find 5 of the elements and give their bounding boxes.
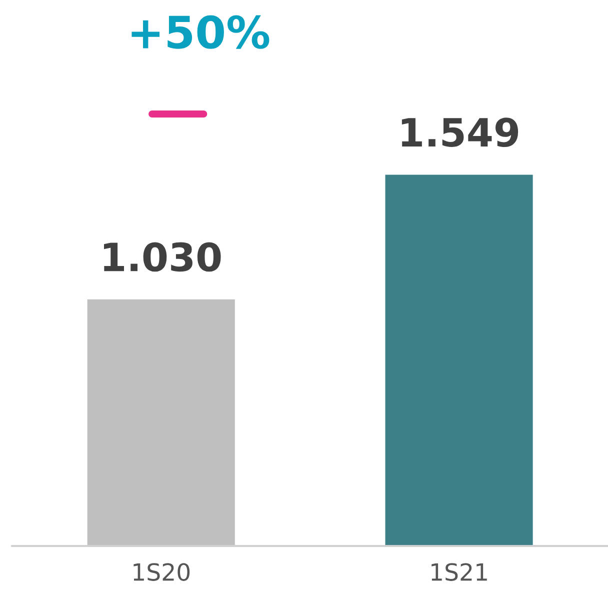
- data-label: 1.030: [104, 242, 221, 272]
- text: +50%: [132, 15, 270, 49]
- data-label: 1.549: [402, 118, 518, 148]
- x-tick-label: 1S20: [134, 563, 190, 581]
- x-tick-label: 1S21: [432, 563, 487, 581]
